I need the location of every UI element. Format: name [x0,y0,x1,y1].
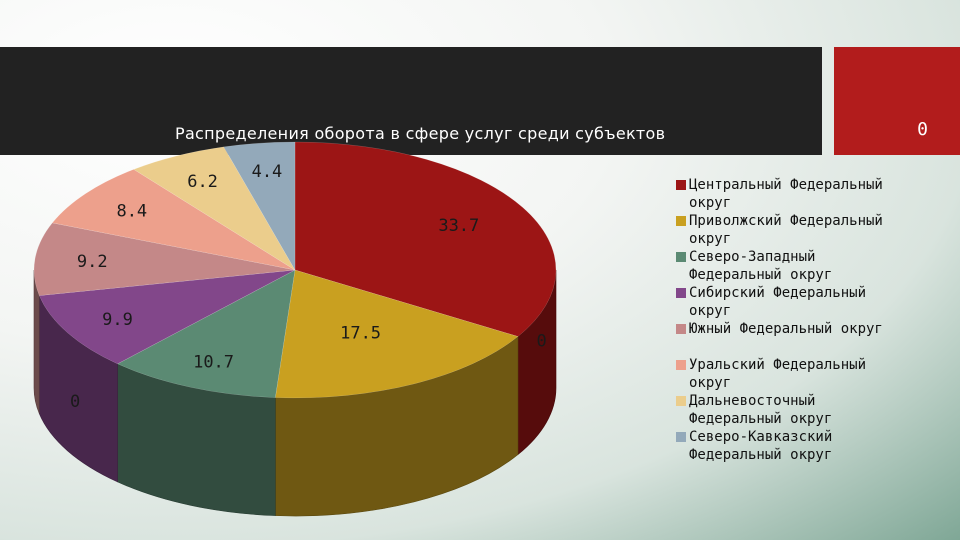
legend-item-central: Центральный Федеральный округ [676,176,916,212]
data-label-central: 33.7 [438,216,479,236]
data-label-ural: 8.4 [116,201,147,221]
depth-label-1: 0 [537,332,547,352]
legend-swatch-southern [676,324,686,334]
data-label-siberian: 9.9 [102,310,133,330]
legend-label-siberian: Сибирский Федеральный округ [689,285,867,319]
legend-swatch-central [676,180,686,190]
legend-label-fareast: Дальневосточный Федеральный округ [689,393,833,427]
chart-title: Распределения оборота в сфере услуг сред… [175,124,666,143]
legend-item-ural: Уральский Федеральный округ [676,356,916,392]
legend-item-northwest: Северо-Западный Федеральный округ [676,248,916,284]
legend-item-southern: Южный Федеральный округ [676,320,916,338]
legend-swatch-volga [676,216,686,226]
legend-label-southern: Южный Федеральный округ [689,321,883,337]
legend-swatch-caucasus [676,432,686,442]
legend-item-volga: Приволжский Федеральный округ [676,212,916,248]
legend-label-ural: Уральский Федеральный округ [689,357,867,391]
pie-slice-ural [51,169,296,271]
pie-slice-fareast [133,146,296,271]
data-label-fareast: 6.2 [187,172,218,192]
data-label-caucasus: 4.4 [252,162,283,182]
header-band [0,47,822,155]
data-label-southern: 9.2 [77,252,108,272]
data-label-northwest: 10.7 [193,353,234,373]
accent-box: 0 [834,47,960,155]
data-label-volga: 17.5 [340,324,381,344]
accent-value: 0 [917,119,928,140]
pie-labels: 33.7 17.5 10.7 9.9 9.2 8.4 6.2 4.4 0 0 [70,162,547,412]
legend-swatch-ural [676,360,686,370]
legend-label-northwest: Северо-Западный Федеральный округ [689,249,833,283]
legend-item-siberian: Сибирский Федеральный округ [676,284,916,320]
legend-label-volga: Приволжский Федеральный округ [689,213,883,247]
pie-tops [33,141,557,399]
legend-swatch-siberian [676,288,686,298]
pie-slice-southern [33,222,296,296]
legend-label-central: Центральный Федеральный округ [689,177,883,211]
pie-slice-northwest [116,269,296,398]
chart-legend: Центральный Федеральный округ Приволжски… [676,176,916,464]
legend-swatch-fareast [676,396,686,406]
pie-slice-central [294,141,557,337]
legend-swatch-northwest [676,252,686,262]
legend-gap [676,338,916,356]
pie-slice-volga [275,269,519,399]
depth-label-2: 0 [70,392,80,412]
legend-item-caucasus: Северо-Кавказский Федеральный округ [676,428,916,464]
legend-label-caucasus: Северо-Кавказский Федеральный округ [689,429,833,463]
pie-sides [33,269,557,517]
legend-item-fareast: Дальневосточный Федеральный округ [676,392,916,428]
pie-slice-siberian [38,269,296,365]
pie-slice-caucasus [223,141,296,271]
